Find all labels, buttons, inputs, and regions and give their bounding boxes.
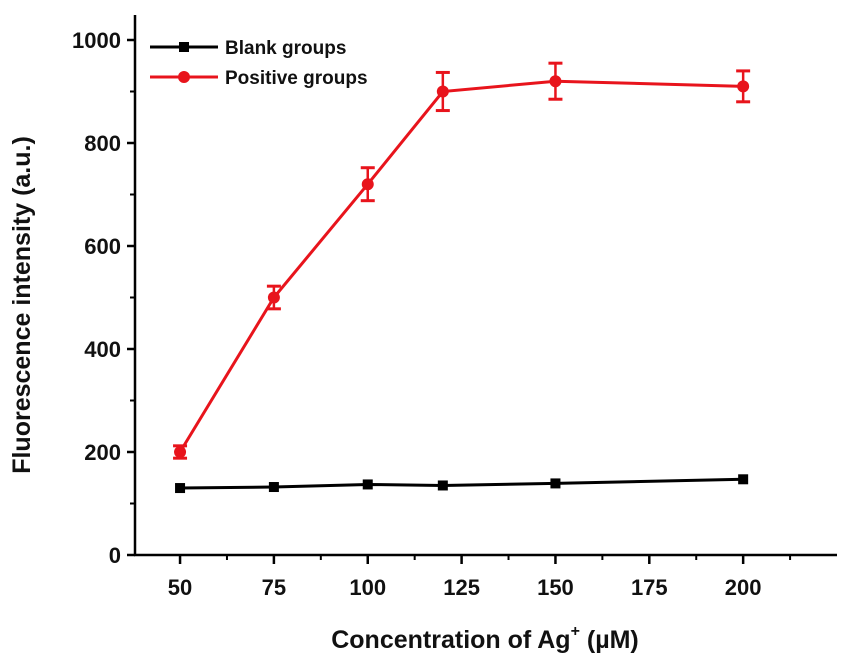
- x-axis-title-main: Concentration of Ag: [331, 626, 570, 654]
- legend-marker: [179, 42, 189, 52]
- x-tick-label: 100: [349, 575, 386, 600]
- x-axis-title-superscript: +: [571, 623, 580, 640]
- data-point: [175, 483, 186, 494]
- y-axis-title: Fluorescence intensity (a.u.): [8, 136, 36, 474]
- data-point: [361, 178, 374, 191]
- legend-label: Positive groups: [225, 68, 368, 89]
- data-point: [268, 482, 279, 493]
- y-tick-label: 600: [84, 234, 121, 259]
- data-point: [174, 446, 187, 458]
- y-tick-label: 800: [84, 131, 121, 156]
- series-line: [178, 79, 744, 453]
- data-point: [549, 75, 562, 88]
- x-tick-label: 125: [443, 575, 480, 600]
- legend: Blank groups Positive groups: [150, 38, 368, 89]
- y-tick-label: 0: [109, 543, 121, 568]
- x-tick-label: 175: [631, 575, 668, 600]
- data-point: [267, 291, 280, 304]
- legend-item: Blank groups: [150, 38, 346, 59]
- x-axis-title-unit: (µM): [580, 626, 639, 654]
- data-point: [738, 474, 749, 485]
- series-layer: [173, 61, 751, 494]
- data-point: [436, 85, 449, 98]
- x-tick-label: 200: [725, 575, 762, 600]
- x-axis-title: Concentration of Ag+ (µM): [331, 623, 639, 654]
- x-tick-label: 75: [262, 575, 286, 600]
- legend-marker: [178, 71, 190, 83]
- data-point: [737, 80, 750, 93]
- data-point: [362, 479, 373, 490]
- legend-label: Blank groups: [225, 38, 346, 59]
- axes: 0 200 400 600 800 1000 50 75 100 125 150 175 200: [72, 15, 837, 600]
- series-line: [180, 477, 744, 490]
- x-tick-label: 50: [168, 575, 192, 600]
- y-tick-label: 1000: [72, 28, 121, 53]
- series-blank-groups: [175, 474, 749, 494]
- y-tick-label: 400: [84, 337, 121, 362]
- x-tick-label: 150: [537, 575, 574, 600]
- y-tick-label: 200: [84, 440, 121, 465]
- series-positive-groups: [173, 61, 751, 460]
- data-point: [550, 478, 561, 489]
- data-point: [437, 480, 448, 491]
- legend-item: Positive groups: [150, 68, 368, 89]
